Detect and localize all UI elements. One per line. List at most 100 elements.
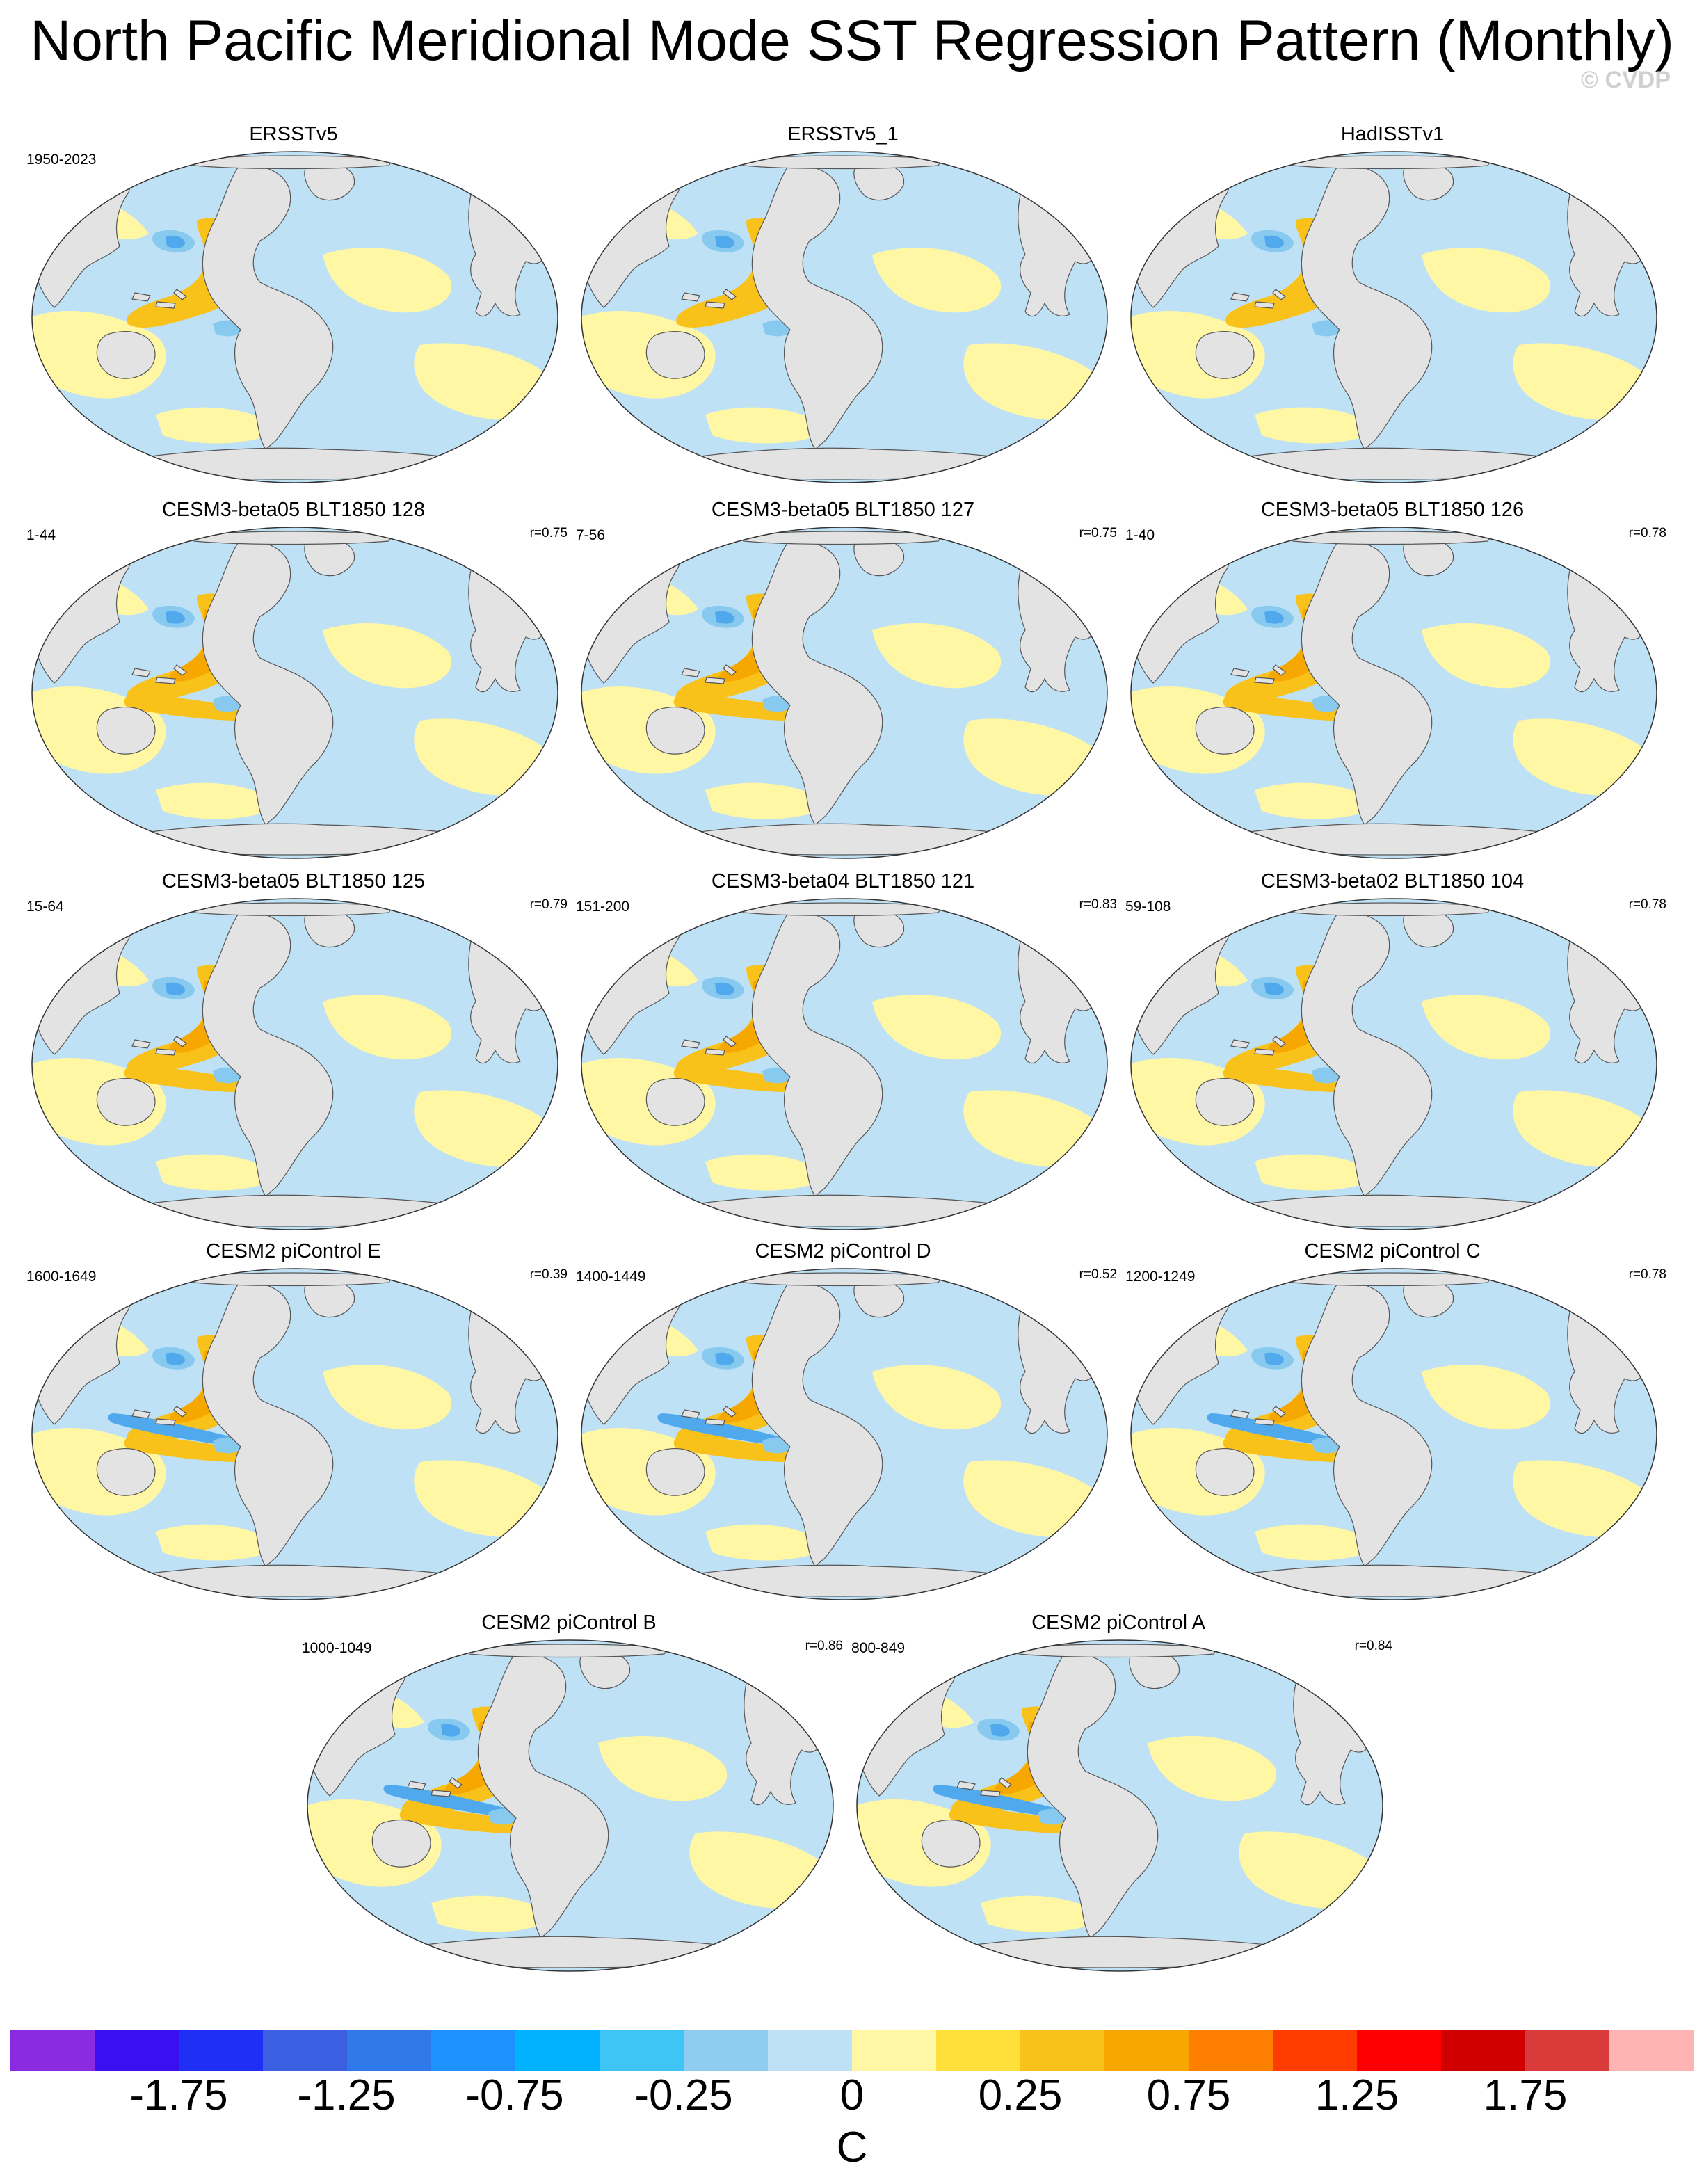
map-frame xyxy=(31,526,559,860)
positive-anomaly-region xyxy=(1422,248,1551,313)
arctic-islands-landmass xyxy=(465,1644,669,1658)
positive-anomaly-region xyxy=(323,995,452,1060)
strong-cold-anomaly xyxy=(166,1352,185,1365)
map-panel: CESM2 piControl E 1600-1649 r=0.39 xyxy=(22,1239,568,1608)
map-outline xyxy=(31,898,558,1230)
positive-anomaly-region xyxy=(1513,718,1644,796)
strong-cold-anomaly xyxy=(715,611,734,624)
positive-anomaly-region xyxy=(1148,1736,1277,1801)
colorbar-swatch xyxy=(1441,2030,1525,2071)
map-outline xyxy=(31,151,558,483)
arctic-islands-landmass xyxy=(1288,531,1493,545)
positive-anomaly-region xyxy=(414,718,545,796)
map-frame xyxy=(1130,1267,1658,1601)
maritime-continent-landmass xyxy=(681,664,737,684)
arctic-islands-landmass xyxy=(189,155,394,170)
map-outline xyxy=(1130,898,1657,1230)
world-map xyxy=(31,1268,558,1600)
arctic-islands-landmass xyxy=(739,155,943,170)
map-panel: CESM2 piControl A 800-849 r=0.84 xyxy=(847,1611,1392,1980)
arctic-islands-landmass xyxy=(1288,902,1493,917)
americas-landmass xyxy=(1301,1281,1433,1567)
maritime-continent-landmass xyxy=(1230,1036,1286,1056)
world-map xyxy=(856,1639,1383,1972)
positive-anomaly-region xyxy=(1422,1365,1551,1430)
colorbar-tick-label: -0.75 xyxy=(465,2071,564,2119)
colorbar-swatch xyxy=(263,2030,347,2071)
positive-anomaly-region xyxy=(1255,1524,1380,1561)
map-panel: CESM2 piControl B 1000-1049 r=0.86 xyxy=(298,1611,843,1980)
positive-anomaly-region xyxy=(1422,995,1551,1060)
strong-cold-anomaly xyxy=(441,1724,460,1737)
americas-landmass xyxy=(751,911,883,1197)
colorbar-tick-label: 1.75 xyxy=(1483,2071,1568,2119)
map-panel: HadISSTv1 xyxy=(1121,122,1664,491)
panel-title: ERSSTv5_1 xyxy=(787,123,899,145)
maritime-continent-landmass xyxy=(681,289,737,309)
positive-anomaly-region xyxy=(1255,782,1380,819)
strong-cold-anomaly xyxy=(166,982,185,995)
world-map xyxy=(581,151,1108,483)
map-outline xyxy=(581,527,1108,859)
equatorial-warm-band xyxy=(673,1434,797,1462)
map-panel: CESM3-beta02 BLT1850 104 59-108 r=0.78 xyxy=(1121,869,1666,1238)
australia-landmass xyxy=(96,1077,156,1126)
equatorial-warm-band xyxy=(124,1434,248,1462)
arctic-islands-landmass xyxy=(1014,1644,1219,1658)
positive-anomaly-region xyxy=(705,407,830,444)
strong-cold-anomaly xyxy=(1264,235,1284,248)
positive-anomaly-region xyxy=(705,1154,830,1191)
map-outline xyxy=(307,1639,834,1972)
period-label: 1400-1449 xyxy=(576,1269,646,1285)
cold-anomaly-band xyxy=(657,1413,785,1446)
strong-cold-anomaly xyxy=(1264,982,1284,995)
positive-anomaly-region xyxy=(323,623,452,689)
equatorial-warm-band xyxy=(399,1806,523,1833)
colorbar-swatch xyxy=(431,2030,515,2071)
americas-landmass xyxy=(202,911,334,1197)
positive-anomaly-region xyxy=(981,1895,1106,1932)
colorbar-units: C xyxy=(836,2123,868,2171)
map-panel: CESM3-beta05 BLT1850 128 1-44 r=0.75 xyxy=(22,498,568,867)
world-map xyxy=(307,1639,834,1972)
australia-landmass xyxy=(921,1819,981,1868)
map-panel: ERSSTv5 1950-2023 xyxy=(22,122,565,491)
positive-anomaly-region xyxy=(598,1736,728,1801)
panel-title: CESM2 piControl A xyxy=(1031,1612,1205,1634)
cold-anomaly-region xyxy=(762,1067,790,1084)
arctic-islands-landmass xyxy=(189,531,394,545)
maritime-continent-landmass xyxy=(681,1406,737,1426)
map-frame xyxy=(306,1639,835,1973)
positive-anomaly-region xyxy=(1255,1154,1380,1191)
world-map xyxy=(581,527,1108,859)
map-frame xyxy=(855,1639,1384,1973)
cold-anomaly-region xyxy=(213,1437,241,1454)
world-map xyxy=(31,527,558,859)
cold-anomaly-region xyxy=(213,696,241,712)
map-frame xyxy=(580,150,1109,484)
panel-title: CESM3-beta05 BLT1850 125 xyxy=(161,870,426,892)
map-frame xyxy=(580,1267,1109,1601)
colorbar-tick-label: 0.25 xyxy=(978,2071,1063,2119)
colorbar-swatch xyxy=(179,2030,263,2071)
pattern-correlation: r=0.75 xyxy=(1077,526,1117,541)
period-label: 1-44 xyxy=(26,527,56,543)
positive-anomaly-region xyxy=(872,623,1002,689)
map-outline xyxy=(581,151,1108,483)
panel-title: ERSSTv5 xyxy=(249,123,338,145)
world-map xyxy=(1130,1268,1657,1600)
pattern-correlation: r=0.75 xyxy=(528,526,568,541)
map-panel: ERSSTv5_1 xyxy=(572,122,1114,491)
panel-title: CESM2 piControl D xyxy=(755,1240,931,1262)
australia-landmass xyxy=(645,330,705,379)
equatorial-warm-band xyxy=(1223,1064,1347,1092)
period-label: 800-849 xyxy=(851,1640,906,1656)
colorbar-swatch xyxy=(1020,2030,1104,2071)
cold-anomaly-region xyxy=(1312,696,1340,712)
map-frame xyxy=(31,1267,559,1601)
map-panel: CESM3-beta05 BLT1850 126 1-40 r=0.78 xyxy=(1121,498,1666,867)
colorbar-swatch xyxy=(1609,2030,1694,2071)
positive-anomaly-region xyxy=(431,1895,556,1932)
arctic-islands-landmass xyxy=(739,1272,943,1287)
maritime-continent-landmass xyxy=(131,664,187,684)
